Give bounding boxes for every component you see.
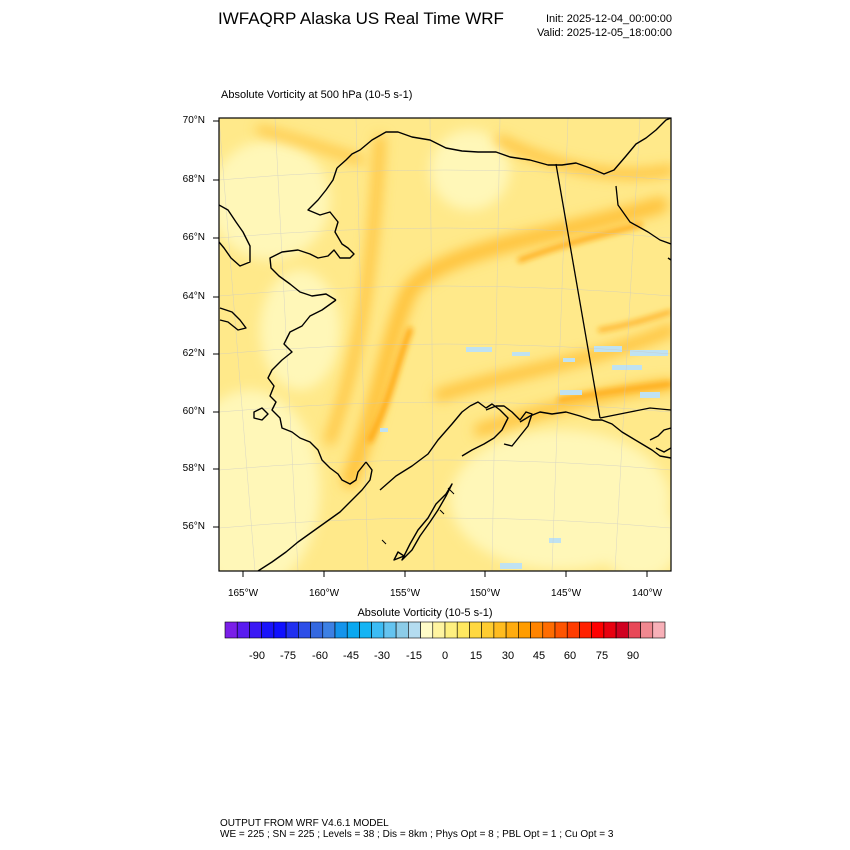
colorbar-box xyxy=(628,621,641,639)
lat-label: 56°N xyxy=(182,521,205,532)
colorbar-box xyxy=(334,621,348,639)
colorbar-box xyxy=(261,621,275,639)
lon-ticks xyxy=(242,571,648,577)
colorbar-label: -90 xyxy=(249,650,265,662)
colorbar-box xyxy=(652,621,666,639)
colorbar-box xyxy=(518,621,531,639)
lat-label: 64°N xyxy=(182,291,205,302)
lat-label: 70°N xyxy=(182,115,205,126)
colorbar-label: -60 xyxy=(312,650,328,662)
lon-label: 160°W xyxy=(308,588,340,599)
footer-settings: WE = 225 ; SN = 225 ; Levels = 38 ; Dis … xyxy=(220,829,614,840)
colorbar-label: 75 xyxy=(595,650,609,662)
lat-ticks xyxy=(213,120,219,528)
colorbar-box xyxy=(224,621,238,639)
colorbar-box xyxy=(530,621,544,639)
colorbar-label: 90 xyxy=(626,650,640,662)
colorbar-box xyxy=(603,621,617,639)
colorbar-box xyxy=(566,621,580,639)
colorbar-label: -45 xyxy=(343,650,359,662)
colorbar-box xyxy=(469,621,482,639)
colorbar-box xyxy=(298,621,311,639)
footer-model: OUTPUT FROM WRF V4.6.1 MODEL xyxy=(220,818,389,829)
colorbar-box xyxy=(395,621,409,639)
colorbar-box xyxy=(554,621,568,639)
lat-label: 60°N xyxy=(182,406,205,417)
colorbar-box xyxy=(432,621,446,639)
lon-label: 145°W xyxy=(550,588,582,599)
colorbar-box xyxy=(322,621,336,639)
init-time: Init: 2025-12-04_00:00:00 xyxy=(546,13,672,25)
colorbar-title: Absolute Vorticity (10-5 s-1) xyxy=(357,607,493,619)
colorbar-box xyxy=(640,621,654,639)
map-frame xyxy=(218,117,672,572)
colorbar-box xyxy=(420,621,434,639)
colorbar-box xyxy=(359,621,372,639)
colorbar-box xyxy=(481,621,495,639)
colorbar-box xyxy=(310,621,324,639)
lat-label: 58°N xyxy=(182,463,205,474)
colorbar-box xyxy=(505,621,519,639)
lon-label: 150°W xyxy=(469,588,501,599)
colorbar-label: 30 xyxy=(501,650,515,662)
lon-label: 140°W xyxy=(631,588,663,599)
colorbar-label: 0 xyxy=(441,650,449,662)
lat-label: 62°N xyxy=(182,348,205,359)
main-title: IWFAQRP Alaska US Real Time WRF xyxy=(218,9,504,28)
colorbar-box xyxy=(285,621,299,639)
colorbar xyxy=(224,621,666,639)
colorbar-box xyxy=(444,621,458,639)
colorbar-box xyxy=(383,621,397,639)
colorbar-box xyxy=(346,621,360,639)
colorbar-label: 60 xyxy=(563,650,577,662)
plot-title: Absolute Vorticity at 500 hPa (10-5 s-1) xyxy=(221,89,413,101)
colorbar-label: -75 xyxy=(280,650,296,662)
colorbar-label: -30 xyxy=(374,650,390,662)
colorbar-label: 45 xyxy=(532,650,546,662)
colorbar-box xyxy=(591,621,605,639)
lon-label: 155°W xyxy=(389,588,421,599)
colorbar-box xyxy=(408,621,421,639)
colorbar-box xyxy=(249,621,262,639)
colorbar-box xyxy=(371,621,385,639)
colorbar-box xyxy=(456,621,470,639)
colorbar-box xyxy=(615,621,629,639)
lat-label: 68°N xyxy=(182,174,205,185)
colorbar-box xyxy=(542,621,556,639)
lat-label: 66°N xyxy=(182,232,205,243)
colorbar-box xyxy=(493,621,507,639)
colorbar-box xyxy=(236,621,250,639)
colorbar-label: 15 xyxy=(469,650,483,662)
colorbar-label: -15 xyxy=(406,650,422,662)
colorbar-box xyxy=(273,621,287,639)
coastline xyxy=(219,118,671,571)
colorbar-box xyxy=(579,621,592,639)
valid-time: Valid: 2025-12-05_18:00:00 xyxy=(537,27,672,39)
vorticity-field xyxy=(219,118,671,571)
lon-label: 165°W xyxy=(227,588,259,599)
